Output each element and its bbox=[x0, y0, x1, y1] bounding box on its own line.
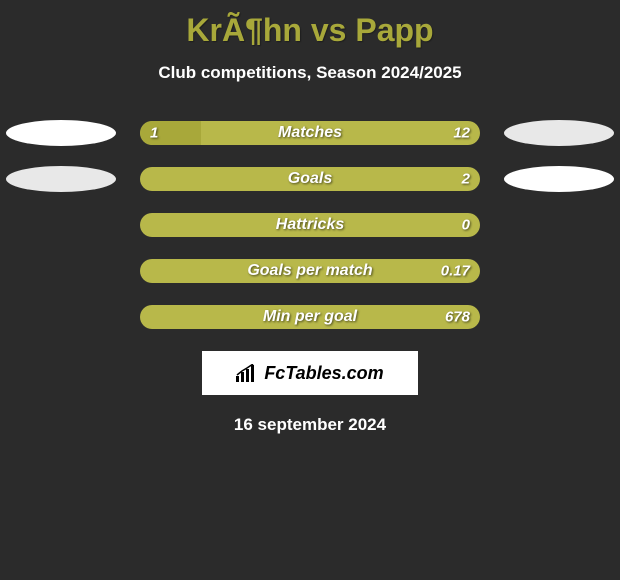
stat-value-left: 1 bbox=[150, 125, 158, 142]
stat-value-right: 678 bbox=[445, 309, 470, 326]
logo-box: FcTables.com bbox=[202, 351, 418, 395]
stat-label: Min per goal bbox=[263, 308, 357, 326]
date-text: 16 september 2024 bbox=[0, 415, 620, 435]
stat-label: Hattricks bbox=[276, 216, 344, 234]
stat-row: Hattricks 0 bbox=[0, 213, 620, 237]
stat-bar: Goals 2 bbox=[140, 167, 480, 191]
stat-label: Goals per match bbox=[247, 262, 372, 280]
chart-bars-icon bbox=[236, 364, 258, 382]
stat-row: Matches 1 12 bbox=[0, 121, 620, 145]
player-ellipse-right bbox=[504, 120, 614, 146]
stat-value-right: 0 bbox=[462, 217, 470, 234]
stat-bar: Hattricks 0 bbox=[140, 213, 480, 237]
stat-bar: Min per goal 678 bbox=[140, 305, 480, 329]
stat-value-right: 0.17 bbox=[441, 263, 470, 280]
comparison-chart: Matches 1 12 Goals 2 Hattricks 0 Goals per matc… bbox=[0, 121, 620, 329]
stat-value-right: 12 bbox=[453, 125, 470, 142]
stat-bar: Matches 1 12 bbox=[140, 121, 480, 145]
stat-label: Matches bbox=[278, 124, 342, 142]
stat-value-right: 2 bbox=[462, 171, 470, 188]
subtitle: Club competitions, Season 2024/2025 bbox=[0, 63, 620, 83]
stat-row: Goals 2 bbox=[0, 167, 620, 191]
player-ellipse-left bbox=[6, 166, 116, 192]
stat-row: Goals per match 0.17 bbox=[0, 259, 620, 283]
player-ellipse-left bbox=[6, 120, 116, 146]
logo-text: FcTables.com bbox=[264, 363, 383, 384]
stat-bar: Goals per match 0.17 bbox=[140, 259, 480, 283]
player-ellipse-right bbox=[504, 166, 614, 192]
stat-label: Goals bbox=[288, 170, 332, 188]
page-title: KrÃ¶hn vs Papp bbox=[0, 0, 620, 49]
stat-row: Min per goal 678 bbox=[0, 305, 620, 329]
